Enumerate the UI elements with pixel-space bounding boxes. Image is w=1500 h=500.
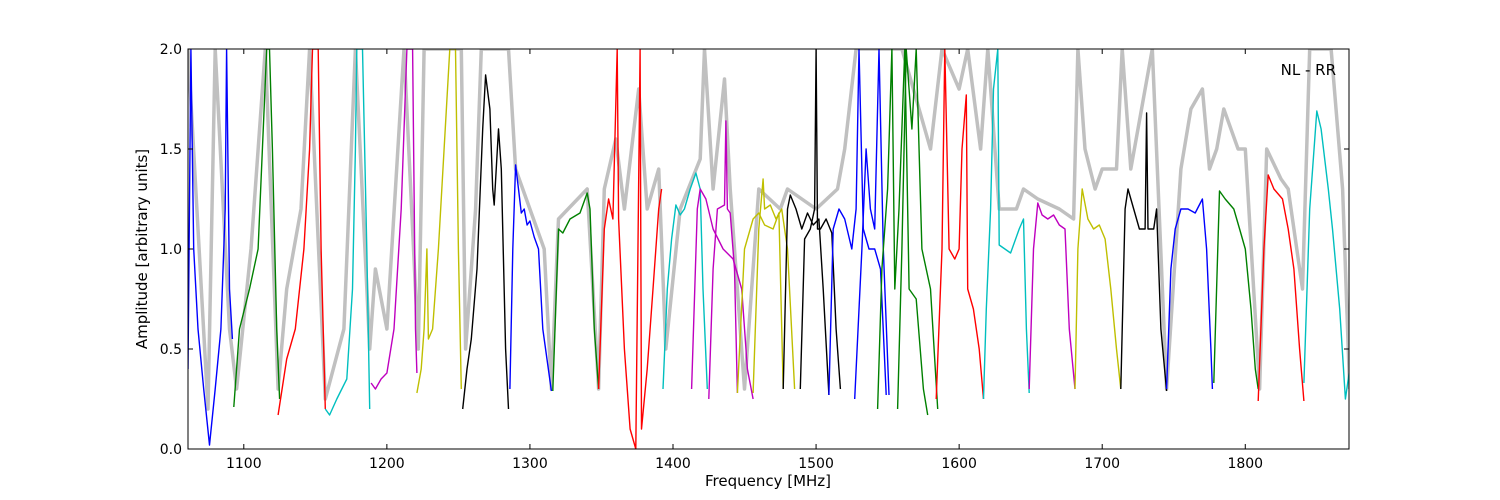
x-axis-label: Frequency [MHz] (705, 472, 831, 490)
series-line-subband-09 (552, 192, 600, 392)
series-line-subband-07 (462, 74, 510, 410)
series-line-subband-21 (896, 49, 939, 410)
series-line-subband-08 (509, 164, 553, 392)
series-line-subband-26 (1120, 112, 1168, 392)
series-line-subband-03 (277, 49, 326, 416)
series-line-subband-23 (982, 49, 1030, 400)
series-line-subband-24 (1028, 202, 1076, 390)
series-line-subband-10 (597, 49, 663, 449)
x-tick-label: 1400 (655, 456, 691, 472)
chart-annotation: NL - RR (1281, 61, 1336, 79)
series-line-subband-06 (416, 49, 462, 394)
x-tick-label: 1700 (1084, 456, 1120, 472)
series-line-subband-20 (876, 49, 929, 416)
envelope-layer (188, 49, 1349, 411)
series-line-subband-28 (1213, 190, 1259, 390)
y-tick-label: 1.0 (160, 242, 182, 258)
series-line-subband-15 (752, 178, 796, 394)
series-line-subband-01 (188, 49, 234, 446)
series-line-subband-27 (1165, 198, 1214, 390)
tick-layer: 1100 1200 1300 1400 1500 1600 1700 1800 0.0 0.5 1.… (160, 42, 1349, 472)
y-tick-label: 0.5 (160, 342, 182, 358)
series-line-subband-18 (828, 49, 887, 396)
series-line-subband-17 (799, 49, 842, 390)
series-line-subband-04 (324, 49, 371, 416)
x-tick-label: 1100 (226, 456, 262, 472)
y-tick-label: 2.0 (160, 42, 182, 58)
series-line-subband-29 (1257, 174, 1305, 402)
x-tick-label: 1300 (512, 456, 548, 472)
x-tick-label: 1800 (1227, 456, 1263, 472)
series-line-subband-02 (233, 49, 281, 408)
series-line-subband-05 (370, 49, 418, 390)
y-tick-label: 1.5 (160, 142, 182, 158)
y-tick-label: 0.0 (160, 442, 182, 458)
series-line-subband-16 (782, 194, 830, 396)
series-line-subband-19 (854, 49, 890, 400)
envelope-line (188, 49, 1349, 411)
series-line-subband-11 (662, 172, 708, 390)
series-line-subband-12 (690, 188, 754, 400)
x-tick-label: 1600 (941, 456, 977, 472)
y-axis-label: Amplitude [arbitrary units] (133, 149, 151, 349)
x-tick-label: 1500 (798, 456, 834, 472)
series-line-subband-13 (708, 120, 739, 400)
series-line-subband-25 (1074, 188, 1122, 390)
series-layer (188, 49, 1349, 449)
series-line-subband-22 (935, 49, 985, 400)
series-line-subband-30 (1303, 110, 1349, 400)
x-tick-label: 1200 (369, 456, 405, 472)
